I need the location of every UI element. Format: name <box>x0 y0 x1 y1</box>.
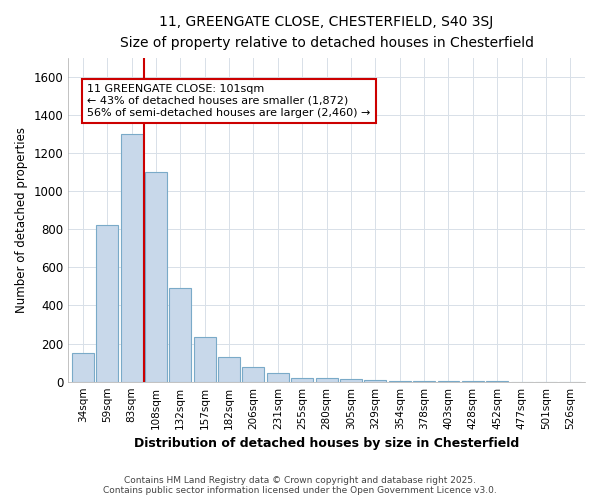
Bar <box>145 172 167 382</box>
Bar <box>194 337 215 382</box>
Bar <box>72 354 94 382</box>
Bar <box>364 380 386 382</box>
Bar <box>291 378 313 382</box>
Text: 11 GREENGATE CLOSE: 101sqm
← 43% of detached houses are smaller (1,872)
56% of s: 11 GREENGATE CLOSE: 101sqm ← 43% of deta… <box>87 84 371 117</box>
Bar <box>96 225 118 382</box>
Bar <box>218 357 240 382</box>
Text: Contains HM Land Registry data © Crown copyright and database right 2025.
Contai: Contains HM Land Registry data © Crown c… <box>103 476 497 495</box>
Y-axis label: Number of detached properties: Number of detached properties <box>15 126 28 312</box>
Title: 11, GREENGATE CLOSE, CHESTERFIELD, S40 3SJ
Size of property relative to detached: 11, GREENGATE CLOSE, CHESTERFIELD, S40 3… <box>119 15 533 50</box>
Bar <box>389 380 410 382</box>
Bar <box>267 373 289 382</box>
Bar <box>340 379 362 382</box>
Bar <box>316 378 338 382</box>
X-axis label: Distribution of detached houses by size in Chesterfield: Distribution of detached houses by size … <box>134 437 519 450</box>
Bar <box>169 288 191 382</box>
Bar <box>121 134 143 382</box>
Bar <box>242 368 265 382</box>
